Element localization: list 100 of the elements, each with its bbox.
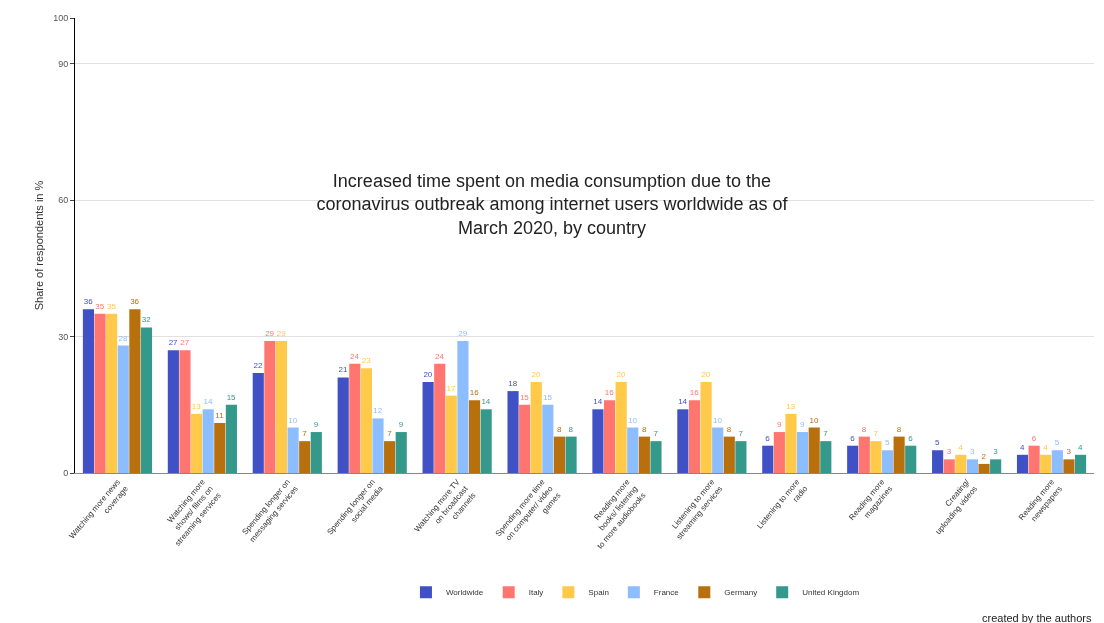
- legend-label: Worldwide: [445, 588, 484, 598]
- data-label: 10: [628, 415, 638, 425]
- bar: [785, 413, 797, 473]
- data-label: 29: [276, 329, 287, 339]
- bar: [565, 436, 577, 473]
- bar: [603, 400, 616, 473]
- bar: [712, 427, 724, 473]
- data-label: 13: [191, 401, 202, 411]
- bar: [337, 377, 349, 473]
- bar: [542, 404, 554, 473]
- bar: [870, 441, 882, 473]
- data-label: 5: [935, 438, 941, 448]
- data-label: 28: [118, 333, 128, 343]
- y-tick-label: 100: [53, 13, 69, 24]
- data-label: 8: [568, 424, 574, 434]
- y-tick-label: 90: [58, 58, 69, 69]
- data-label: 9: [776, 420, 782, 430]
- bar: [117, 345, 129, 473]
- bar: [688, 400, 701, 473]
- bar: [650, 441, 662, 473]
- data-label: 32: [141, 315, 152, 325]
- legend-label: Italy: [528, 588, 544, 598]
- data-label: 4: [958, 442, 964, 452]
- bar: [943, 459, 955, 473]
- bar: [1016, 454, 1029, 473]
- data-label: 6: [1031, 433, 1037, 443]
- bar: [627, 427, 639, 473]
- bar: [519, 404, 531, 473]
- data-label: 21: [338, 365, 348, 375]
- bar: [1051, 450, 1063, 473]
- bar: [129, 309, 141, 473]
- bar: [723, 436, 735, 473]
- data-label: 17: [446, 383, 457, 393]
- data-label: 14: [481, 397, 491, 407]
- bar: [1040, 454, 1052, 473]
- data-label: 24: [435, 351, 445, 361]
- data-label: 10: [712, 415, 723, 425]
- data-label: 14: [678, 397, 688, 407]
- bar: [372, 418, 384, 473]
- data-label: 15: [226, 392, 237, 402]
- bar: [615, 382, 627, 473]
- bar: [94, 313, 106, 473]
- bar: [384, 441, 396, 473]
- bar: [530, 382, 542, 473]
- data-label: 11: [215, 410, 225, 420]
- data-label: 8: [641, 424, 647, 434]
- data-label: 12: [373, 406, 383, 416]
- bar: [275, 341, 288, 473]
- data-label: 24: [350, 351, 360, 361]
- data-label: 8: [861, 424, 867, 434]
- data-label: 20: [616, 370, 626, 379]
- data-label: 36: [83, 297, 94, 307]
- bar: [310, 432, 322, 473]
- bar: [287, 427, 299, 473]
- bar: [966, 459, 978, 473]
- bar: [202, 409, 214, 473]
- bar: [299, 441, 311, 473]
- bar: [700, 382, 712, 473]
- bar: [773, 432, 785, 473]
- data-label: 27: [168, 338, 179, 348]
- legend-label: France: [653, 588, 680, 598]
- data-label: 18: [508, 379, 518, 389]
- bar: [167, 350, 179, 473]
- data-label: 35: [95, 301, 105, 311]
- bar: [225, 404, 237, 473]
- data-label: 7: [387, 429, 393, 439]
- bar: [553, 436, 566, 473]
- bar: [677, 409, 689, 473]
- bar: [140, 327, 153, 473]
- data-label: 2: [981, 451, 987, 461]
- bar: [445, 395, 457, 473]
- bar: [214, 422, 226, 473]
- data-label: 29: [458, 329, 468, 339]
- data-label: 9: [800, 420, 806, 430]
- bar: [955, 454, 967, 473]
- data-label: 15: [519, 392, 530, 402]
- data-label: 20: [531, 370, 541, 379]
- bar: [820, 441, 832, 473]
- data-label: 10: [288, 415, 298, 425]
- data-label: 15: [543, 392, 553, 402]
- bar: [457, 341, 469, 473]
- y-axis-title: Share of respondents in %: [33, 180, 45, 311]
- bar: [82, 309, 95, 473]
- data-label: 6: [850, 433, 856, 443]
- bar: [847, 445, 859, 473]
- data-label: 5: [1054, 438, 1060, 448]
- bar: [858, 436, 870, 473]
- data-label: 4: [1043, 442, 1049, 452]
- bar: [179, 350, 191, 473]
- bar: [480, 409, 492, 473]
- bar: [638, 436, 650, 473]
- bar: [893, 436, 905, 473]
- data-label: 3: [993, 447, 999, 457]
- bar: [468, 400, 481, 473]
- data-label: 35: [106, 301, 117, 311]
- data-label: 22: [253, 360, 263, 370]
- data-label: 20: [701, 370, 711, 379]
- legend-label: Spain: [588, 588, 609, 598]
- data-label: 20: [423, 370, 433, 379]
- bar: [349, 363, 361, 473]
